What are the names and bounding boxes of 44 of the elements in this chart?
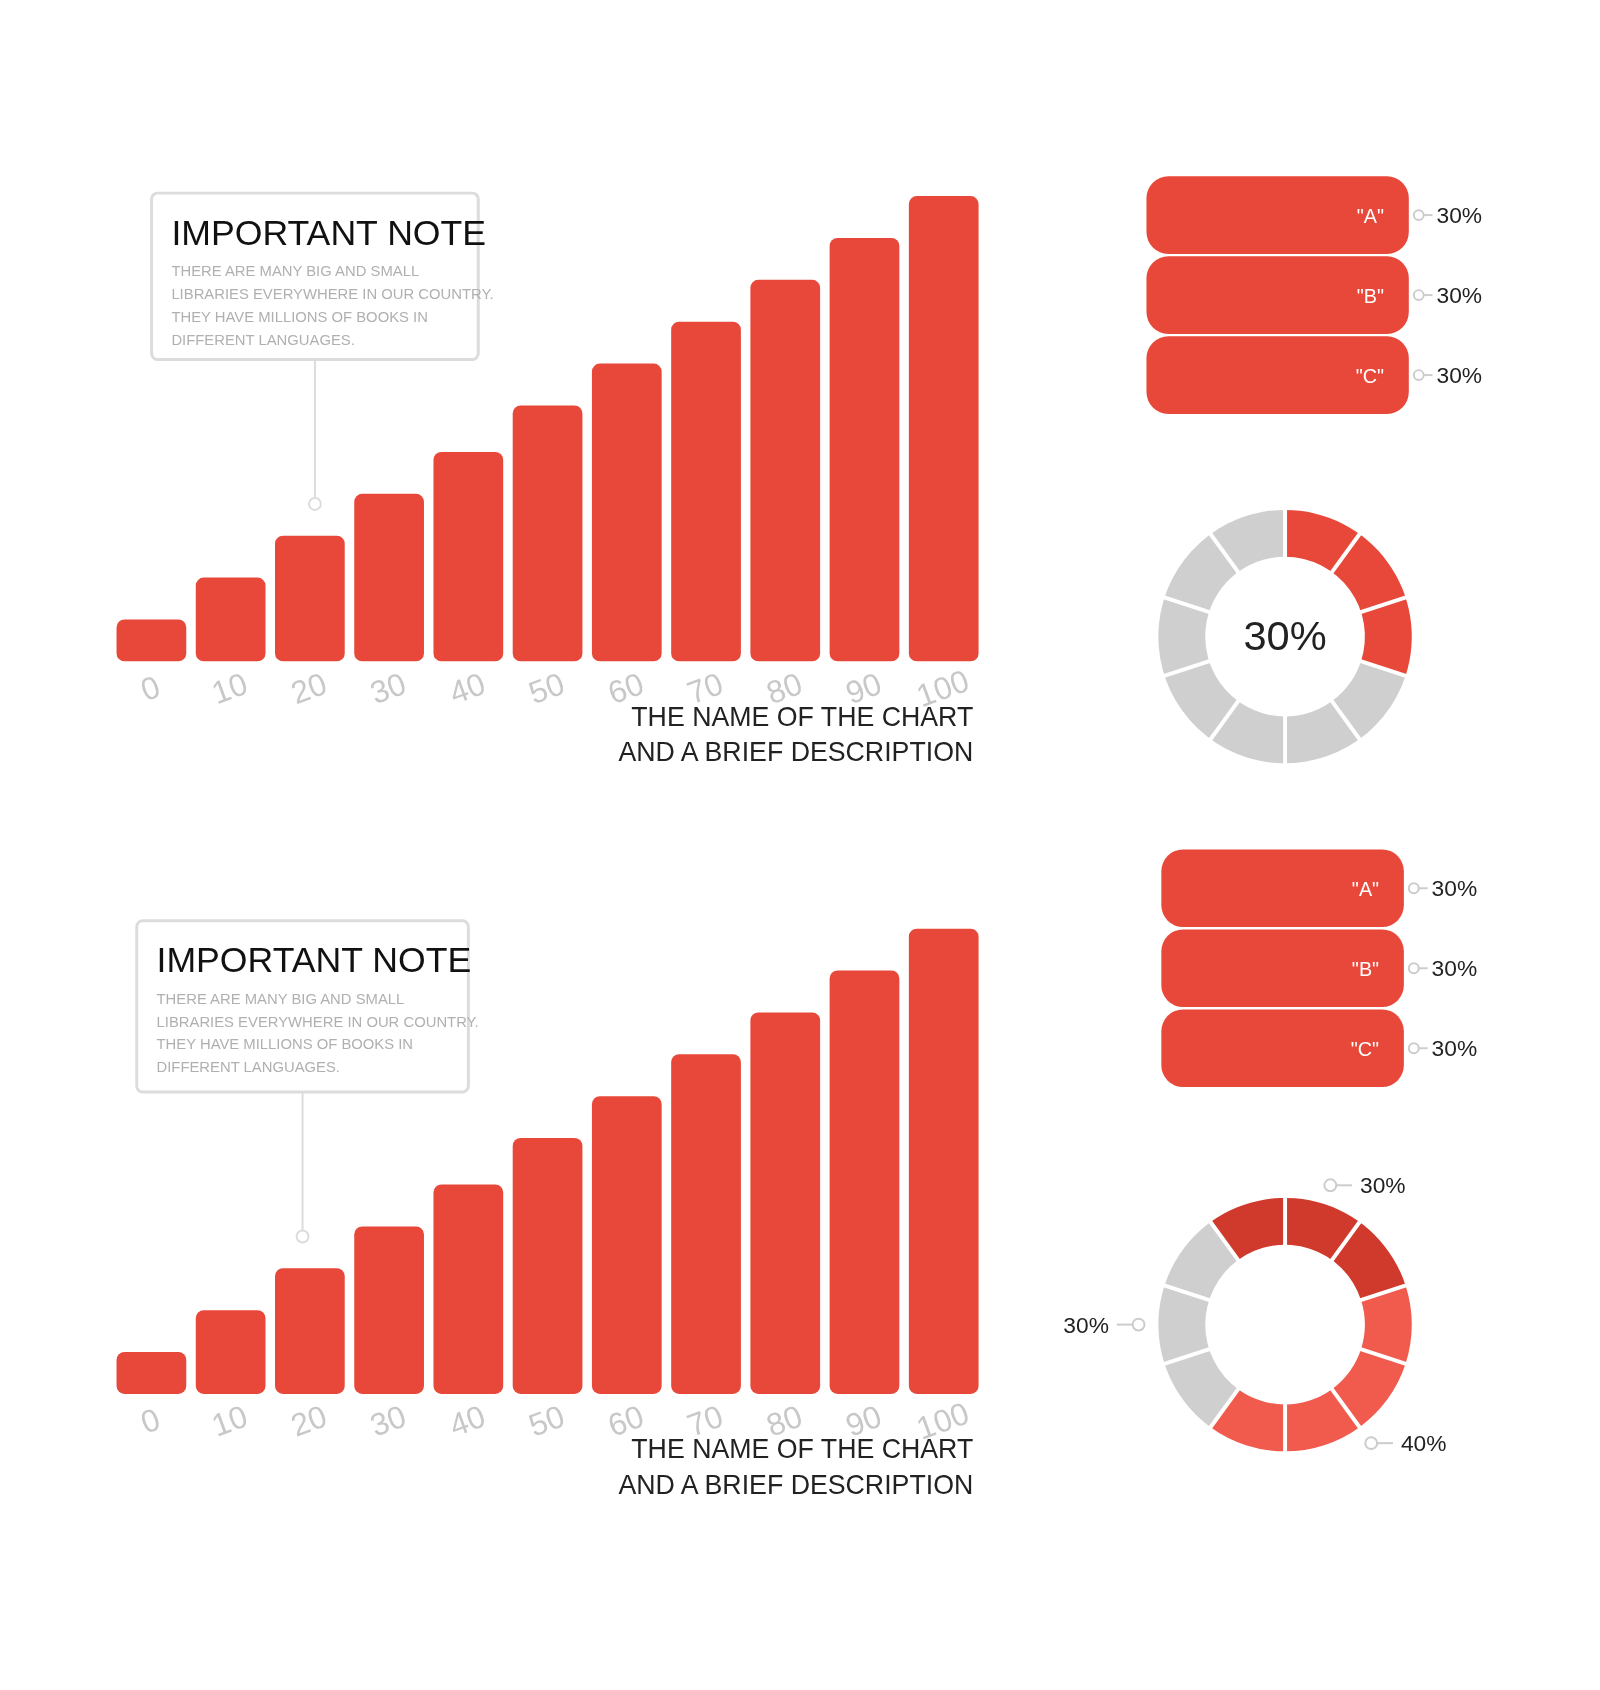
bar — [195, 1310, 266, 1394]
data-label: 30% — [1243, 612, 1327, 660]
bar — [433, 451, 504, 662]
y-tick-label: "A" — [1356, 205, 1385, 228]
bar — [829, 237, 900, 662]
donut-slice — [1210, 1197, 1406, 1300]
annotation: THERE ARE MANY BIG AND SMALL LIBRARIES EVERYWHERE IN OUR COUNTRY. THEY HAVE MILLIONS OF BOOKS IN DIFFERENT LANGUAGES. — [171, 263, 494, 348]
data-label: 30% — [1431, 875, 1478, 902]
bar — [354, 1226, 424, 1394]
bar — [750, 1012, 821, 1394]
annotation: THERE ARE MANY BIG AND SMALL LIBRARIES EVERYWHERE IN OUR COUNTRY. THEY HAVE MILLIONS OF BOOKS IN DIFFERENT LANGUAGES. — [156, 990, 479, 1076]
bar — [512, 1138, 583, 1394]
bar — [433, 1184, 504, 1394]
bar — [195, 577, 266, 662]
data-label: 30% — [1431, 955, 1478, 982]
bar — [829, 970, 900, 1394]
data-label: 30% — [1436, 202, 1483, 229]
bar — [512, 405, 583, 662]
data-label: 30% — [1436, 362, 1483, 388]
bar — [354, 493, 424, 662]
data-label: 30% — [1431, 1035, 1478, 1062]
data-label: 30% — [1063, 1311, 1109, 1338]
bar — [591, 1096, 662, 1394]
bar — [116, 1352, 187, 1394]
bar — [750, 279, 821, 662]
bar — [275, 535, 345, 662]
bar — [908, 928, 979, 1394]
data-label: 30% — [1360, 1172, 1406, 1199]
donut-slice — [1158, 1222, 1239, 1428]
annotation: IMPORTANT NOTE — [171, 212, 487, 253]
data-label: 40% — [1400, 1430, 1447, 1457]
bar — [671, 321, 741, 662]
y-tick-label: "B" — [1356, 285, 1385, 307]
bar — [908, 196, 979, 662]
bar — [116, 619, 187, 662]
bar — [671, 1054, 741, 1394]
data-label: 30% — [1436, 282, 1483, 308]
y-tick-label: "A" — [1351, 878, 1380, 901]
bar — [275, 1268, 345, 1394]
bar — [591, 363, 662, 662]
y-tick-label: "B" — [1351, 958, 1380, 981]
y-tick-label: "C" — [1355, 365, 1385, 387]
annotation: IMPORTANT NOTE — [156, 940, 472, 981]
y-tick-label: "C" — [1350, 1038, 1380, 1061]
